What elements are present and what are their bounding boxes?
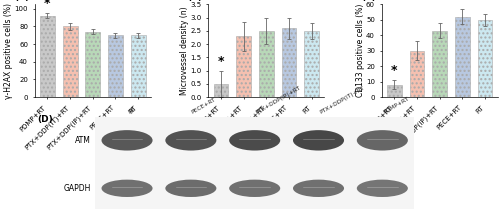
Bar bbox=[108, 35, 123, 97]
Bar bbox=[387, 85, 402, 97]
Ellipse shape bbox=[293, 180, 344, 197]
Text: ATM: ATM bbox=[74, 136, 90, 145]
Ellipse shape bbox=[293, 130, 344, 151]
Ellipse shape bbox=[357, 180, 408, 197]
Ellipse shape bbox=[102, 180, 152, 197]
Ellipse shape bbox=[166, 130, 216, 151]
Bar bbox=[259, 31, 274, 97]
Ellipse shape bbox=[229, 130, 280, 151]
Y-axis label: Microvessel density (n): Microvessel density (n) bbox=[180, 6, 189, 95]
Ellipse shape bbox=[357, 130, 408, 151]
Bar bbox=[282, 28, 296, 97]
Bar bbox=[63, 26, 78, 97]
Text: (D): (D) bbox=[38, 115, 53, 124]
Text: PTX+DDP(IT)+RT: PTX+DDP(IT)+RT bbox=[318, 85, 365, 115]
Text: GAPDH: GAPDH bbox=[63, 184, 90, 193]
Bar bbox=[40, 16, 55, 97]
Y-axis label: γ-H2AX positive cells (%): γ-H2AX positive cells (%) bbox=[4, 3, 13, 99]
Bar bbox=[95, 117, 414, 209]
Text: (B): (B) bbox=[188, 0, 203, 2]
Bar bbox=[455, 17, 469, 97]
Bar bbox=[86, 32, 100, 97]
Bar bbox=[304, 31, 319, 97]
Ellipse shape bbox=[102, 130, 152, 151]
Ellipse shape bbox=[229, 180, 280, 197]
Bar bbox=[432, 31, 447, 97]
Text: RT: RT bbox=[127, 107, 136, 115]
Text: PTX+DDP(IP)+RT: PTX+DDP(IP)+RT bbox=[254, 85, 302, 115]
Bar bbox=[410, 51, 424, 97]
Y-axis label: CD133 positive cells (%): CD133 positive cells (%) bbox=[356, 4, 364, 97]
Text: PECE+RT: PECE+RT bbox=[191, 97, 217, 115]
Text: *: * bbox=[218, 55, 224, 68]
Bar bbox=[236, 36, 251, 97]
Bar bbox=[478, 20, 492, 97]
Text: PDMP+RT: PDMP+RT bbox=[382, 96, 410, 115]
Bar bbox=[131, 35, 146, 97]
Ellipse shape bbox=[166, 180, 216, 197]
Text: (A): (A) bbox=[14, 0, 30, 2]
Text: *: * bbox=[44, 0, 51, 10]
Text: (C): (C) bbox=[361, 0, 376, 2]
Bar bbox=[214, 84, 228, 97]
Text: *: * bbox=[391, 64, 398, 77]
